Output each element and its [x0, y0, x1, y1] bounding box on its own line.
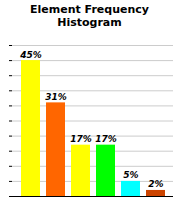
- svg-text:5%: 5%: [123, 170, 138, 180]
- svg-text:31%: 31%: [45, 92, 67, 102]
- svg-text:17%: 17%: [70, 134, 92, 144]
- svg-text:2%: 2%: [148, 179, 163, 189]
- svg-text:17%: 17%: [95, 134, 117, 144]
- html-text:Element Frequency Histogram: Element Frequency Histogram: [30, 3, 149, 29]
- svg-text:45%: 45%: [19, 50, 42, 60]
